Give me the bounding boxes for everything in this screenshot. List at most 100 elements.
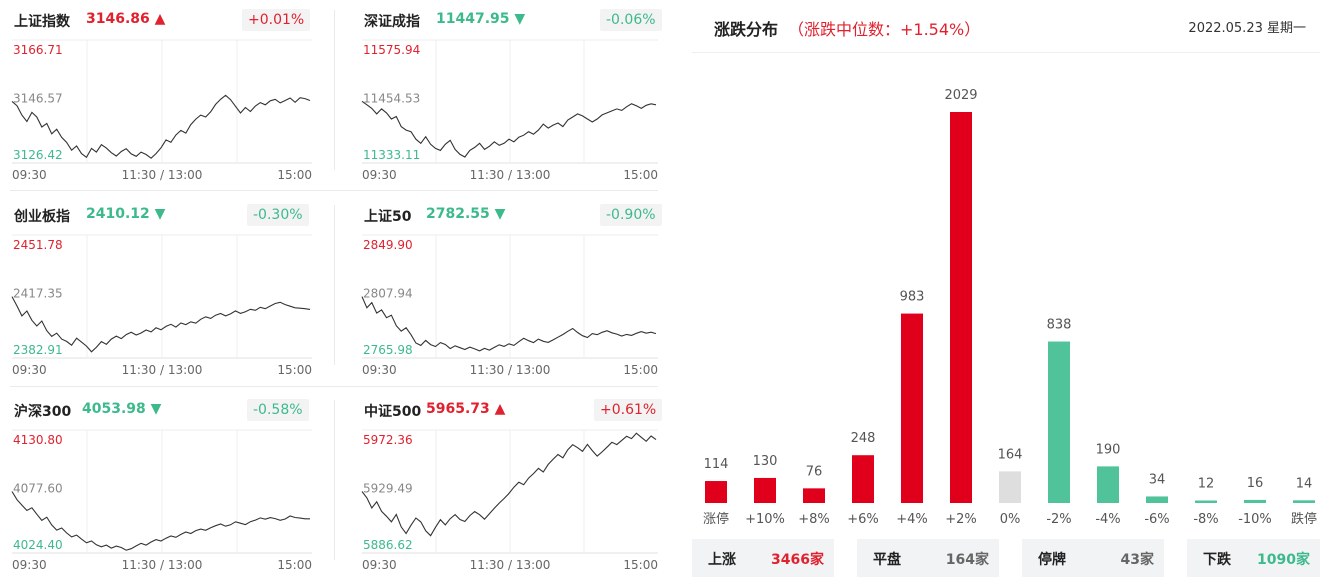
index-change-badge: -0.06% xyxy=(600,9,662,31)
index-price: 3146.86 ▲ xyxy=(86,11,166,27)
index-panel-sz50[interactable]: 上证50 2782.55 ▼ -0.90% 2849.90 2807.94 2765… xyxy=(361,195,708,385)
y-max-label: 11575.94 xyxy=(363,43,420,57)
x-tick-label: 09:30 xyxy=(12,168,47,182)
x-tick-label: 09:30 xyxy=(362,168,397,182)
bar-10 xyxy=(1195,500,1217,503)
index-change-badge: -0.30% xyxy=(247,204,309,226)
column-divider xyxy=(334,10,335,170)
x-tick-label: 15:00 xyxy=(623,168,658,182)
index-change-badge: -0.58% xyxy=(247,399,309,421)
index-panel-cyb[interactable]: 创业板指 2410.12 ▼ -0.30% 2451.78 2417.35 2382… xyxy=(11,195,358,385)
y-max-label: 3166.71 xyxy=(13,43,63,57)
row-divider xyxy=(10,190,658,191)
index-panel-hs300[interactable]: 沪深300 4053.98 ▼ -0.58% 4130.80 4077.60 402… xyxy=(11,390,358,580)
x-tick-label: 09:30 xyxy=(12,558,47,572)
category-label: +10% xyxy=(745,512,785,527)
bar-value-label: 164 xyxy=(998,447,1023,462)
x-tick-label: 09:30 xyxy=(12,363,47,377)
bar-5 xyxy=(950,112,972,503)
x-tick-label: 15:00 xyxy=(277,363,312,377)
index-name: 上证指数 xyxy=(14,14,70,30)
bar-value-label: 12 xyxy=(1198,477,1215,492)
summary-down-box: 下跌 1090家 xyxy=(1187,539,1320,577)
y-mid-label: 3146.57 xyxy=(13,92,63,106)
bar-11 xyxy=(1244,499,1266,503)
index-panel-sh[interactable]: 上证指数 3146.86 ▲ +0.01% 3166.71 3146.57 3126… xyxy=(11,0,358,190)
bar-2 xyxy=(803,488,825,503)
x-tick-label: 09:30 xyxy=(362,558,397,572)
intraday-chart: 3166.71 3146.57 3126.42 09:30 11:30 / 13:00 1… xyxy=(11,39,312,182)
summary-value: 164家 xyxy=(945,552,989,568)
y-min-label: 2382.91 xyxy=(13,343,63,357)
distribution-median: （涨跌中位数：+1.54%） xyxy=(788,20,981,39)
bar-8 xyxy=(1097,466,1119,503)
category-label: 涨停 xyxy=(703,511,729,527)
summary-up-box: 上涨 3466家 xyxy=(692,539,834,577)
index-name: 沪深300 xyxy=(14,404,72,420)
category-label: 0% xyxy=(1000,512,1021,527)
x-tick-label: 11:30 / 13:00 xyxy=(470,363,551,377)
bar-value-label: 16 xyxy=(1247,476,1264,491)
category-label: +6% xyxy=(847,512,879,527)
summary-value: 43家 xyxy=(1120,552,1154,568)
price-line xyxy=(11,94,311,159)
summary-label: 平盘 xyxy=(873,552,901,568)
category-label: -10% xyxy=(1238,512,1272,527)
summary-suspended-box: 停牌 43家 xyxy=(1022,539,1164,577)
index-panel-zz500[interactable]: 中证500 5965.73 ▲ +0.61% 5972.36 5929.49 588… xyxy=(361,390,708,580)
index-change-badge: +0.61% xyxy=(594,399,663,421)
index-price: 4053.98 ▼ xyxy=(82,401,162,417)
column-divider xyxy=(334,400,335,560)
bar-value-label: 838 xyxy=(1047,318,1072,333)
bar-0 xyxy=(705,481,727,503)
bar-value-label: 34 xyxy=(1149,472,1166,487)
distribution-date: 2022.05.23 星期一 xyxy=(1188,21,1306,36)
bar-value-label: 114 xyxy=(704,457,729,472)
bar-4 xyxy=(901,313,923,503)
bar-9 xyxy=(1146,496,1168,503)
header-divider xyxy=(692,52,1320,53)
y-mid-label: 2417.35 xyxy=(13,287,63,301)
price-line xyxy=(361,296,657,352)
intraday-chart: 5972.36 5929.49 5886.62 09:30 11:30 / 13:00 1… xyxy=(361,429,658,572)
category-label: +8% xyxy=(798,512,830,527)
y-max-label: 2849.90 xyxy=(363,238,413,252)
summary-flat-box: 平盘 164家 xyxy=(857,539,999,577)
intraday-chart: 11575.94 11454.53 11333.11 09:30 11:30 / 13:… xyxy=(361,39,658,182)
bar-12 xyxy=(1293,500,1315,503)
bar-value-label: 2029 xyxy=(944,88,977,103)
intraday-chart: 2849.90 2807.94 2765.98 09:30 11:30 / 13:00 1… xyxy=(361,234,658,377)
index-name: 深证成指 xyxy=(364,14,420,30)
index-price: 5965.73 ▲ xyxy=(426,401,506,417)
index-panel-sz[interactable]: 深证成指 11447.95 ▼ -0.06% 11575.94 11454.53 1… xyxy=(361,0,708,190)
price-line xyxy=(11,296,311,353)
bar-6 xyxy=(999,471,1021,503)
index-change-badge: -0.90% xyxy=(600,204,662,226)
intraday-chart: 4130.80 4077.60 4024.40 09:30 11:30 / 13:00 1… xyxy=(11,429,312,572)
category-label: +4% xyxy=(896,512,928,527)
bar-value-label: 130 xyxy=(753,454,778,469)
summary-value: 3466家 xyxy=(771,552,824,568)
x-tick-label: 09:30 xyxy=(362,363,397,377)
y-mid-label: 5929.49 xyxy=(363,482,413,496)
bar-value-label: 190 xyxy=(1096,442,1121,457)
y-mid-label: 11454.53 xyxy=(363,92,420,106)
distribution-bar-chart: 114 涨停 130 +10% 76 +8% 248 +6% 983 +4% 2029 +2% 164 0… xyxy=(703,88,1317,527)
price-line xyxy=(11,491,310,551)
y-mid-label: 2807.94 xyxy=(363,287,413,301)
index-price: 2782.55 ▼ xyxy=(426,206,506,222)
category-label: -2% xyxy=(1046,512,1071,527)
category-label: 跌停 xyxy=(1291,511,1317,527)
x-tick-label: 15:00 xyxy=(623,363,658,377)
category-label: -4% xyxy=(1095,512,1120,527)
price-line xyxy=(361,100,657,158)
y-max-label: 5972.36 xyxy=(363,433,413,447)
category-label: -8% xyxy=(1193,512,1218,527)
intraday-chart: 2451.78 2417.35 2382.91 09:30 11:30 / 13:00 1… xyxy=(11,234,312,377)
x-tick-label: 15:00 xyxy=(277,168,312,182)
bar-value-label: 248 xyxy=(851,431,876,446)
x-tick-label: 11:30 / 13:00 xyxy=(470,558,551,572)
index-name: 中证500 xyxy=(364,404,422,420)
y-min-label: 3126.42 xyxy=(13,148,63,162)
distribution-title: 涨跌分布 xyxy=(714,20,779,39)
